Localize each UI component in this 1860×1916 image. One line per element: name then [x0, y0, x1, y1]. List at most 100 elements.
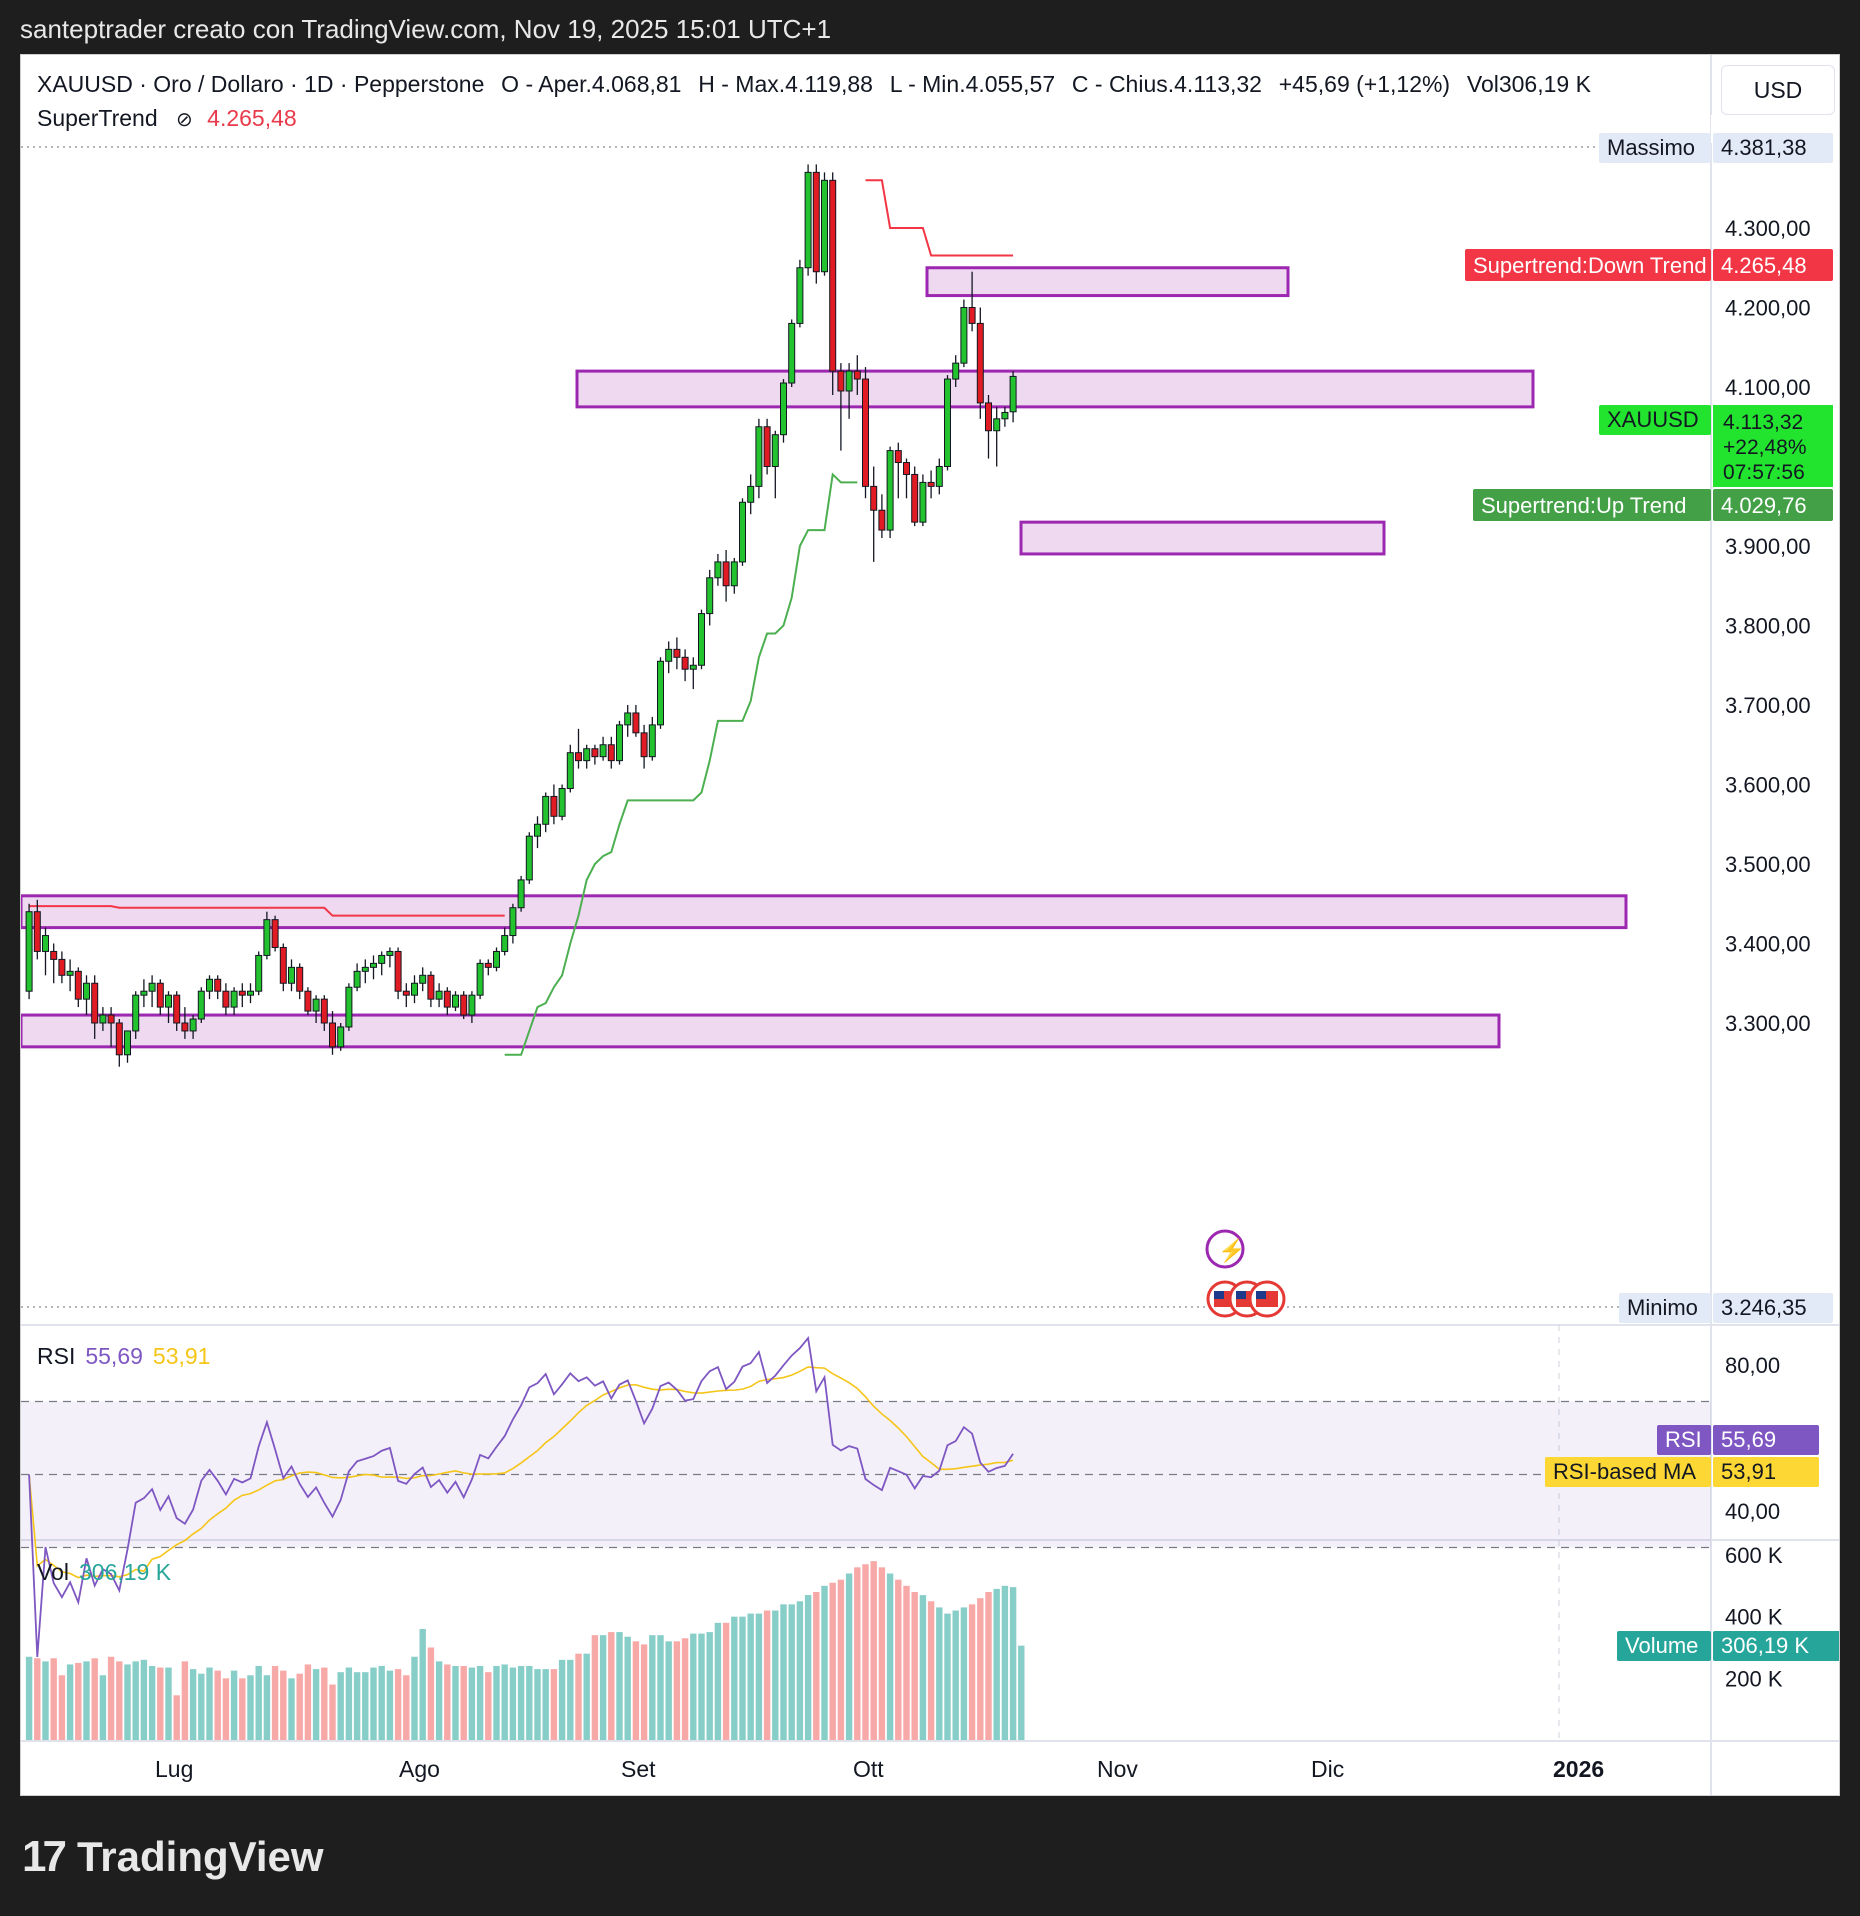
- volume-bar: [968, 1604, 976, 1740]
- candle-body: [501, 935, 509, 952]
- flag-canton: [1214, 1291, 1224, 1299]
- volume-bar: [936, 1607, 943, 1740]
- flag-canton: [1256, 1291, 1266, 1299]
- candle-body: [197, 990, 205, 1020]
- volume-bar: [952, 1610, 959, 1740]
- candle-body: [148, 982, 156, 992]
- zone-rect: [925, 266, 1290, 298]
- volume-bar: [616, 1632, 623, 1740]
- ohlc-low: L - Min.4.055,57: [889, 71, 1056, 97]
- candle-body: [837, 370, 845, 392]
- time-tick-label: Lug: [155, 1756, 193, 1782]
- max-label-bg: [1599, 133, 1711, 163]
- volume-bar: [960, 1607, 968, 1740]
- volume-bar: [165, 1667, 172, 1740]
- rsi-ma-tag-bg: [1545, 1457, 1711, 1487]
- volume-bar: [58, 1675, 66, 1740]
- rsi-tag: RSI: [1665, 1427, 1702, 1452]
- ohlc-close: C - Chius.4.113,32: [1071, 71, 1262, 97]
- candle-body: [870, 485, 878, 511]
- chart-canvas[interactable]: 4.400,004.300,004.200,004.100,004.000,00…: [21, 55, 1840, 1796]
- price-tick-label: 3.600,00: [1725, 773, 1811, 798]
- volume-bar: [829, 1582, 836, 1740]
- volume-tick-label: 200 K: [1725, 1666, 1783, 1691]
- time-axis[interactable]: Lug Ago Set Ott Nov Dic 2026: [155, 1756, 1604, 1782]
- volume-bar: [993, 1588, 1000, 1740]
- candle-body: [509, 907, 517, 937]
- price-tick-label: 4.300,00: [1725, 216, 1811, 241]
- rsi-indicator: [21, 1335, 1711, 1658]
- volume-bar: [271, 1666, 279, 1740]
- volume-legend[interactable]: Vol 306,19 K: [37, 1559, 171, 1586]
- candle-body: [796, 267, 804, 324]
- rsi-tick-label: 40,00: [1725, 1499, 1780, 1524]
- volume-value-tag: 306,19 K: [1721, 1633, 1809, 1658]
- supertrend-legend[interactable]: SuperTrend ⊘ 4.265,48: [37, 105, 297, 132]
- volume-bar: [1009, 1587, 1017, 1740]
- candle-body: [460, 994, 468, 1016]
- candle-body: [427, 974, 435, 1000]
- currency-button[interactable]: USD: [1721, 65, 1835, 115]
- supertrend-up-value: 4.029,76: [1721, 493, 1807, 518]
- price-tick-label: 3.800,00: [1725, 614, 1811, 639]
- volume-bar: [99, 1675, 107, 1740]
- rsi-value: 55,69: [85, 1343, 143, 1369]
- volume-bar: [813, 1592, 820, 1740]
- lightning-glyph: ⚡: [1218, 1238, 1245, 1264]
- candle-body: [58, 958, 66, 976]
- candle-body: [214, 978, 222, 992]
- candle-body: [173, 994, 181, 1024]
- candle-body: [780, 382, 787, 436]
- volume-bar: [673, 1641, 681, 1740]
- price-tick-label: 3.900,00: [1725, 534, 1811, 559]
- candle-body: [665, 648, 673, 662]
- volume-bar: [255, 1666, 262, 1740]
- price-tick-label: 3.500,00: [1725, 852, 1811, 877]
- tv-logo-icon: 17: [22, 1832, 67, 1881]
- candle-body: [329, 1022, 336, 1048]
- candle-body: [591, 748, 599, 758]
- candle-body: [222, 990, 230, 1008]
- price-tick-label: 4.100,00: [1725, 375, 1811, 400]
- candle-body: [616, 724, 623, 762]
- candle-body: [878, 509, 886, 531]
- time-tick-label: Ago: [399, 1756, 440, 1782]
- hidden-eye-icon[interactable]: ⊘: [176, 109, 193, 131]
- candle-body: [886, 450, 894, 531]
- volume-bar: [747, 1613, 754, 1740]
- volume-bar: [181, 1661, 189, 1740]
- candle-body: [1001, 411, 1009, 420]
- time-tick-label: 2026: [1553, 1756, 1604, 1782]
- volume-bar: [985, 1592, 992, 1740]
- volume-bar: [870, 1561, 877, 1740]
- volume-bar: [681, 1638, 689, 1740]
- rsi-ma-tag: RSI-based MA: [1553, 1459, 1696, 1484]
- volume-bar: [509, 1667, 517, 1740]
- max-value: 4.381,38: [1721, 135, 1807, 160]
- volume-label: Vol: [37, 1559, 69, 1585]
- supertrend-value: 4.265,48: [207, 105, 297, 131]
- volume-bar: [25, 1656, 33, 1740]
- chart-panel[interactable]: 4.400,004.300,004.200,004.100,004.000,00…: [20, 54, 1840, 1796]
- candle-body: [853, 370, 861, 380]
- volume-bar: [214, 1670, 221, 1740]
- volume-bar: [370, 1667, 377, 1740]
- price-axis[interactable]: 4.400,004.300,004.200,004.100,004.000,00…: [1465, 115, 1840, 1691]
- candle-body: [575, 752, 582, 762]
- volume-bar: [42, 1661, 49, 1740]
- candle-body: [550, 795, 558, 817]
- zone-rect: [21, 894, 1628, 930]
- volume-bar: [485, 1672, 492, 1740]
- supertrend-down-value: 4.265,48: [1721, 253, 1807, 278]
- rsi-line: [28, 1335, 1014, 1658]
- symbol-header: XAUUSD · Oro / Dollaro · 1D · Pepperston…: [37, 71, 1595, 98]
- rsi-legend[interactable]: RSI 55,69 53,91: [37, 1343, 210, 1370]
- support-resistance-zones: [21, 266, 1628, 1049]
- volume-bar: [501, 1664, 508, 1740]
- candle-body: [132, 994, 140, 1032]
- candle-body: [911, 473, 919, 523]
- brand-text: TradingView: [76, 1833, 324, 1880]
- volume-bar: [419, 1629, 426, 1740]
- symbol-name[interactable]: XAUUSD · Oro / Dollaro · 1D · Pepperston…: [37, 71, 485, 97]
- event-markers[interactable]: ⚡: [1205, 1229, 1286, 1318]
